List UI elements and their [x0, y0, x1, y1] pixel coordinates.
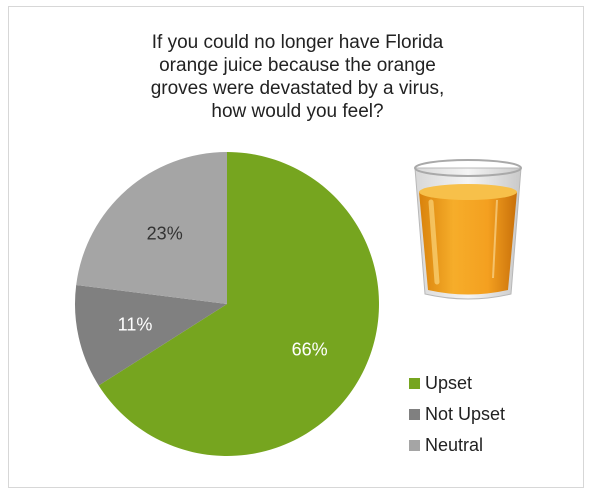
legend-label-upset: Upset — [425, 373, 473, 393]
legend-item-not-upset: Not Upset — [409, 399, 505, 430]
pie-slice-not-upset — [75, 284, 227, 386]
chart-title: If you could no longer have Florida oran… — [150, 32, 445, 122]
pie-label-not-upset: 11% — [118, 315, 153, 335]
legend-item-neutral: Neutral — [409, 430, 505, 461]
legend-label-neutral: Neutral — [425, 435, 484, 455]
legend: Upset Not Upset Neutral — [409, 368, 505, 461]
legend-label-not-upset: Not Upset — [425, 404, 506, 424]
pie-slice-upset — [98, 152, 379, 456]
legend-swatch-neutral — [409, 440, 420, 451]
pie-slice-neutral — [76, 152, 227, 304]
orange-juice-glass-icon — [414, 159, 522, 300]
legend-item-upset: Upset — [409, 368, 505, 399]
legend-swatch-upset — [409, 378, 420, 389]
legend-swatch-not-upset — [409, 409, 420, 420]
pie-label-upset: 66% — [292, 339, 328, 359]
pie-label-neutral: 23% — [147, 223, 183, 243]
